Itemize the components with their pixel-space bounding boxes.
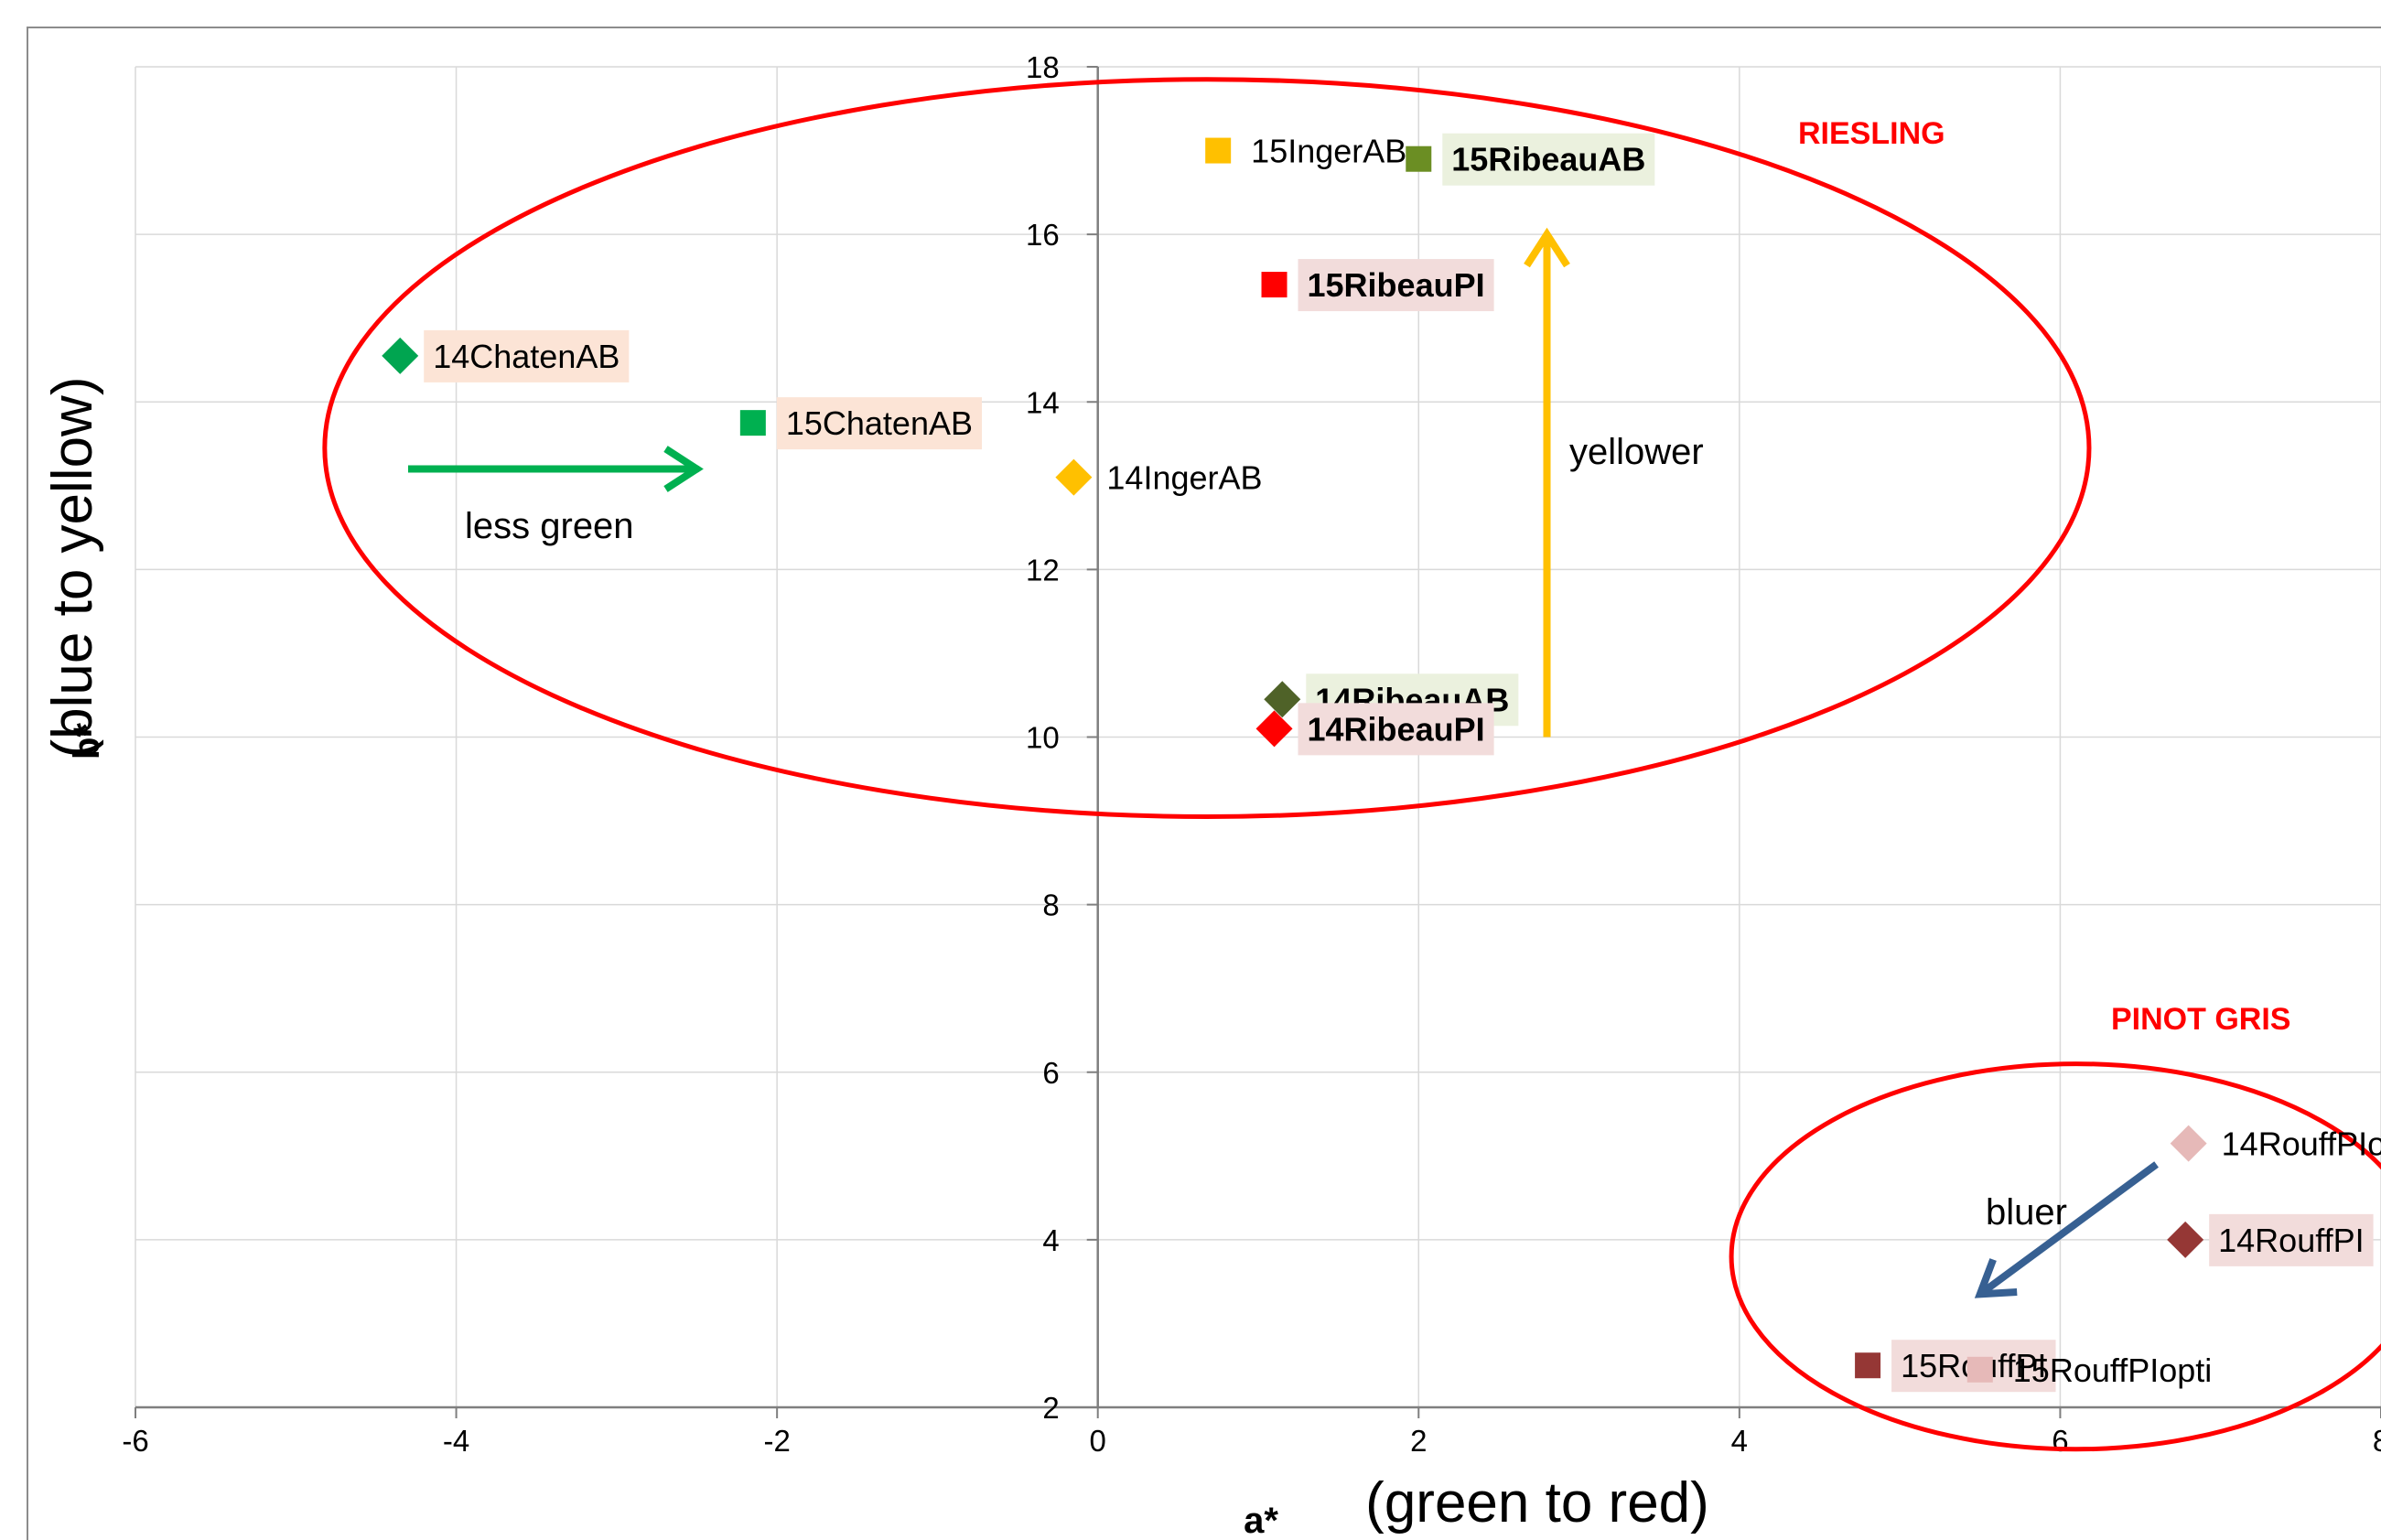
y-axis-title: (blue to yellow) — [41, 377, 104, 759]
y-tick-label: 18 — [1026, 50, 1060, 84]
data-label: 15ChatenAB — [786, 404, 973, 442]
data-label-background — [1298, 703, 1494, 756]
annotation-label: bluer — [1986, 1192, 2067, 1233]
y-tick-label: 10 — [1026, 721, 1060, 755]
data-point-square — [1406, 145, 1432, 172]
x-tick-label: -6 — [122, 1424, 148, 1458]
data-point-diamond — [1255, 710, 1293, 748]
axes — [27, 27, 2381, 1540]
data-point-square — [739, 410, 766, 436]
annotation-label: yellower — [1569, 432, 1704, 472]
y-tick-label: 12 — [1026, 553, 1060, 587]
gridlines — [135, 66, 2381, 1408]
y-axis-symbol: b* — [67, 723, 107, 759]
x-axis-symbol: a* — [1244, 1501, 1278, 1540]
x-tick-label: -2 — [763, 1424, 790, 1458]
data-label: 15IngerAB — [1251, 133, 1406, 170]
data-label: 14ChatenAB — [433, 338, 619, 375]
annotation-arrow-head — [1524, 227, 1570, 268]
group-ellipses: RIESLING PINOT GRIS — [322, 77, 2381, 1452]
data-label: 14RibeauPI — [1308, 710, 1485, 748]
chart-border — [27, 27, 2381, 1540]
data-point-diamond — [2170, 1125, 2207, 1162]
data-label-background — [1442, 133, 1655, 186]
y-tick-label: 2 — [1042, 1391, 1059, 1425]
group-ellipse — [1729, 1061, 2381, 1452]
data-point-square — [1966, 1356, 1993, 1383]
data-point-square — [1205, 137, 1232, 164]
x-tick-label: 8 — [2373, 1424, 2381, 1458]
annotation-arrow-shaft — [1977, 1161, 2159, 1298]
data-label-background — [776, 397, 983, 450]
y-tick-label: 8 — [1042, 888, 1059, 922]
x-tick-label: 2 — [1410, 1424, 1427, 1458]
x-axis-title: (green to red) — [1365, 1471, 1709, 1535]
data-label: 14IngerAB — [1106, 459, 1262, 497]
y-tick-label: 16 — [1026, 218, 1060, 252]
x-tick-label: 0 — [1090, 1424, 1106, 1458]
group-ellipse — [322, 77, 2092, 819]
annotation-label: less green — [465, 506, 634, 546]
data-point-square — [1855, 1352, 1881, 1379]
data-point-diamond — [382, 337, 419, 374]
group-label: PINOT GRIS — [2111, 1002, 2290, 1037]
annotation-arrows: less green yellower bluer — [407, 227, 2159, 1298]
data-label-background — [2209, 1213, 2374, 1266]
data-point-diamond — [1264, 681, 1301, 718]
annotation-arrow-head — [663, 446, 704, 492]
data-label: 14RouffPI — [2218, 1222, 2364, 1259]
data-label-background — [1298, 259, 1494, 312]
group-label: RIESLING — [1798, 116, 1945, 151]
x-tick-label: 6 — [2052, 1424, 2068, 1458]
y-tick-label: 14 — [1026, 385, 1060, 419]
data-label: 15RouffPIopti — [2013, 1352, 2213, 1389]
x-tick-label: 4 — [1731, 1424, 1748, 1458]
data-label-background — [424, 329, 630, 382]
data-label: 15RibeauPI — [1308, 266, 1485, 304]
data-points: 14ChatenAB 15ChatenAB 14IngerAB 15IngerAB 15… — [382, 133, 2381, 1393]
annotation-arrow-head — [1974, 1258, 2018, 1298]
data-point-diamond — [1055, 458, 1093, 496]
data-point-square — [1261, 272, 1287, 298]
data-label: 15RibeauAB — [1451, 141, 1645, 178]
x-tick-label: -4 — [443, 1424, 469, 1458]
data-label: 14RouffPIopti — [2222, 1125, 2381, 1163]
y-tick-label: 6 — [1042, 1056, 1059, 1090]
y-tick-label: 4 — [1042, 1223, 1059, 1257]
data-point-diamond — [2167, 1221, 2204, 1258]
